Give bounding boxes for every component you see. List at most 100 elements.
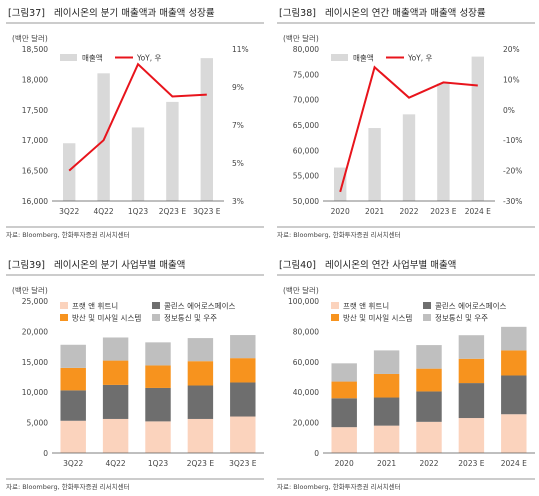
y-right-tick-label: -10% [503,136,522,145]
segment-collins [373,397,400,426]
figure-label: [그림38] [279,7,316,19]
segment-missile [458,358,485,384]
x-tick-label: 1Q23 [128,207,148,216]
x-tick-label: 2024 E [501,459,527,468]
y-left-tick-label: 17,000 [22,136,48,145]
segment-missile [501,350,527,376]
segment-info [501,326,527,351]
bar-revenue [131,127,145,201]
bar-revenue [97,73,110,201]
segment-info [187,338,214,362]
bar-revenue [402,114,416,201]
x-tick-label: 2022 [399,207,418,216]
legend-label-missile: 방산 및 미사일 시스템 [72,313,141,323]
segment-info [331,363,357,382]
segment-pratt [60,420,86,453]
chart-title: 레이시온의 연간 매출액과 매출액 성장률 [325,7,486,19]
figure-label: [그림37] [8,7,45,19]
y-right-tick-label: 5% [232,159,244,168]
bar-revenue [63,143,76,201]
segment-missile [373,373,400,398]
segment-info [458,335,485,359]
bar-revenue [166,101,179,201]
segment-pratt [187,418,214,453]
x-tick-label: 3Q22 [59,207,79,216]
segment-info [145,342,171,366]
combo-chart-38: [그림38] 레이시온의 연간 매출액과 매출액 성장률 (백만 달러) 매출액… [277,7,535,239]
segment-collins [187,385,214,419]
unit-label: (백만 달러) [12,285,48,295]
segment-info [60,344,86,368]
x-tick-label: 2023 E [458,459,484,468]
legend-label-missile: 방산 및 미사일 시스템 [343,313,412,323]
stacked-chart-39: [그림39] 레이시온의 분기 사업부별 매출액 (백만 달러) 프랫 앤 휘트… [6,259,264,491]
segment-info [373,350,400,374]
x-tick-label: 2Q23 E [159,207,187,216]
segment-info [416,345,442,369]
legend-label-collins: 콜린스 에어로스페이스 [164,301,235,311]
y-left-tick-label: 60,000 [293,146,319,155]
x-tick-label: 2Q23 E [187,459,215,468]
chart-title: 레이시온의 분기 사업부별 매출액 [54,259,185,271]
y-left-tick-label: 75,000 [293,70,319,79]
y-right-tick-label: 11% [232,45,249,54]
source-note: 자료: Bloomberg, 한화투자증권 리서치센터 [6,482,130,491]
legend-swatch-pratt [331,302,339,309]
y-left-tick-label: 70,000 [293,96,319,105]
segment-missile [331,381,357,399]
y-tick-label: 25,000 [22,297,48,306]
x-tick-label: 1Q23 [148,459,168,468]
unit-label: (백만 달러) [12,33,48,43]
legend-label-line: YoY, 우 [407,54,433,63]
segment-collins [416,391,442,422]
y-left-tick-label: 18,500 [22,45,48,54]
y-tick-label: 20,000 [22,327,48,336]
y-left-tick-label: 50,000 [293,197,319,206]
y-tick-label: 40,000 [293,388,319,397]
legend-swatch-pratt [60,302,68,309]
chart-panel-37: [그림37] 레이시온의 분기 매출액과 매출액 성장률 (백만 달러) 매출액… [2,4,267,244]
y-tick-label: 0 [314,449,319,458]
legend-swatch-collins [152,302,160,309]
segment-missile [60,367,86,391]
chart-title: 레이시온의 연간 사업부별 매출액 [325,259,456,271]
y-left-tick-label: 16,500 [22,167,48,176]
legend-swatch-missile [60,314,68,321]
chart-panel-38: [그림38] 레이시온의 연간 매출액과 매출액 성장률 (백만 달러) 매출액… [273,4,538,244]
chart-title: 레이시온의 분기 매출액과 매출액 성장률 [54,7,215,19]
source-note: 자료: Bloomberg, 한화투자증권 리서치센터 [277,482,401,491]
y-right-tick-label: 10% [503,75,520,84]
combo-chart-37: [그림37] 레이시온의 분기 매출액과 매출액 성장률 (백만 달러) 매출액… [6,7,264,239]
figure-label: [그림40] [279,259,316,271]
legend-label-bar: 매출액 [353,53,374,63]
x-tick-label: 2020 [331,207,350,216]
y-right-tick-label: 7% [232,121,244,130]
unit-label: (백만 달러) [283,33,319,43]
legend-label-info: 정보통신 및 우주 [164,313,217,323]
legend-swatch-bar [60,54,77,61]
segment-pratt [458,418,485,453]
segment-collins [60,390,86,421]
line-yoy [68,62,207,172]
legend-label-collins: 콜린스 에어로스페이스 [435,301,506,311]
y-tick-label: 15,000 [22,358,48,367]
x-tick-label: 2022 [419,459,438,468]
chart-panel-39: [그림39] 레이시온의 분기 사업부별 매출액 (백만 달러) 프랫 앤 휘트… [2,256,267,496]
unit-label: (백만 달러) [283,285,319,295]
y-tick-label: 10,000 [22,388,48,397]
segment-collins [501,375,527,415]
y-left-tick-label: 18,000 [22,75,48,84]
x-tick-label: 3Q23 E [193,207,221,216]
x-tick-label: 2020 [335,459,354,468]
x-tick-label: 2023 E [430,207,456,216]
x-tick-label: 3Q23 E [229,459,257,468]
legend-label-pratt: 프랫 앤 휘트니 [72,301,118,311]
y-tick-label: 80,000 [293,327,319,336]
segment-pratt [373,425,400,453]
segment-pratt [102,418,129,453]
legend-label-pratt: 프랫 앤 휘트니 [343,301,389,311]
segment-pratt [416,421,442,453]
x-tick-label: 4Q22 [93,207,113,216]
segment-missile [187,361,214,386]
segment-info [230,335,256,359]
